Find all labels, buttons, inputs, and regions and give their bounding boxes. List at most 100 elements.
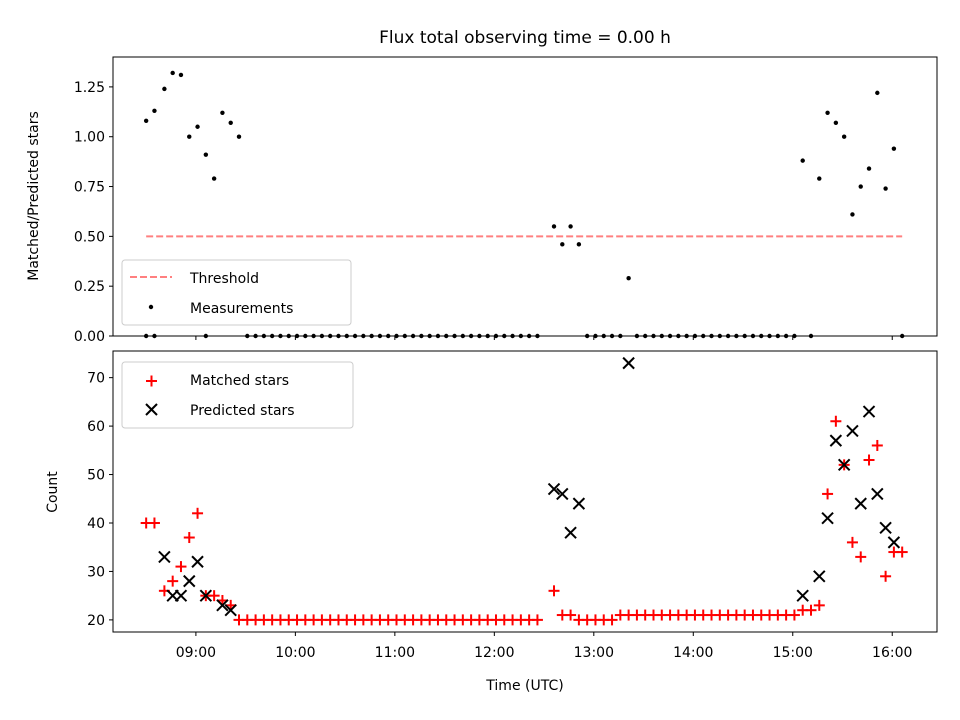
measurement-point xyxy=(236,134,242,139)
matched-legend-swatch xyxy=(146,375,157,387)
predicted-star-point xyxy=(547,482,561,496)
matched-star-point xyxy=(548,585,560,597)
matched-star-point xyxy=(565,609,577,621)
measurement-point xyxy=(152,108,157,114)
predicted-star-point xyxy=(821,511,834,525)
matched-star-point xyxy=(830,415,842,427)
matched-star-point xyxy=(880,570,892,582)
matched-star-point xyxy=(208,590,220,602)
predicted-star-point xyxy=(216,599,229,612)
top-y-tick-label: 0.25 xyxy=(74,279,105,295)
predicted-star-point xyxy=(183,574,196,588)
x-tick-label: 14:00 xyxy=(673,645,713,661)
measurement-point xyxy=(833,120,839,125)
top-y-axis-label: Matched/Predicted stars xyxy=(26,111,42,281)
predicted-star-point xyxy=(199,589,213,602)
predicted-star-point xyxy=(158,550,171,564)
predicted-star-point xyxy=(796,589,809,602)
x-tick-label: 11:00 xyxy=(375,645,415,661)
measurements-legend-label: Measurements xyxy=(190,301,293,317)
measurement-point xyxy=(866,166,872,171)
threshold-legend-label: Threshold xyxy=(189,271,259,287)
matched-star-point xyxy=(531,614,543,626)
predicted-star-point xyxy=(871,487,884,501)
predicted-star-point xyxy=(879,521,892,535)
predicted-star-point xyxy=(556,487,569,501)
x-tick-label: 16:00 xyxy=(872,645,912,661)
predicted-star-point xyxy=(174,589,188,602)
predicted-star-point xyxy=(829,434,843,447)
measurement-point xyxy=(891,146,897,151)
top-legend: Threshold Measurements xyxy=(121,259,352,326)
measurement-point xyxy=(178,72,184,78)
measurement-point xyxy=(825,110,830,116)
measurement-point xyxy=(203,152,209,157)
top-axes: 0.00 0.25 0.50 0.75 1.00 1.25 Matched/Predict… xyxy=(26,56,938,345)
bottom-legend-box xyxy=(121,361,354,429)
matched-star-point xyxy=(167,575,179,587)
predicted-star-point xyxy=(564,526,577,539)
measurement-point xyxy=(211,176,217,181)
predicted-star-point xyxy=(854,497,867,510)
measurement-point xyxy=(576,242,582,247)
x-tick-label: 15:00 xyxy=(773,645,813,661)
measurement-point xyxy=(883,186,888,191)
bottom-y-tick-label: 30 xyxy=(87,564,105,580)
matched-star-point xyxy=(855,551,867,563)
figure-title: Flux total observing time = 0.00 h xyxy=(379,28,671,48)
measurement-point xyxy=(195,124,200,129)
top-y-tick-label: 1.25 xyxy=(74,80,105,96)
bottom-y-tick-label: 50 xyxy=(87,468,105,484)
bottom-axes-frame xyxy=(112,350,938,633)
x-axis-label: Time (UTC) xyxy=(485,678,563,694)
measurements-legend-swatch xyxy=(148,304,154,310)
matched-star-point xyxy=(192,507,204,519)
bottom-y-tick-label: 20 xyxy=(87,613,105,629)
predicted-star-point xyxy=(862,405,876,418)
top-y-tick-label: 0.75 xyxy=(74,180,105,196)
matched-star-point xyxy=(606,614,618,626)
matched-star-point xyxy=(805,604,817,616)
matched-star-point xyxy=(822,488,834,500)
measurement-point xyxy=(162,86,167,92)
matched-star-point xyxy=(846,536,858,548)
measurement-point xyxy=(170,70,175,76)
x-tick-label: 10:00 xyxy=(275,645,315,661)
bottom-y-tick-label: 60 xyxy=(87,419,105,435)
predicted-star-point xyxy=(887,536,901,549)
measurement-point xyxy=(850,212,855,217)
predicted-star-point xyxy=(837,458,851,472)
bottom-axes: 20 30 40 50 60 70 09:00 10:00 11:00 12:00 13:00 14… xyxy=(45,350,938,694)
predicted-star-point xyxy=(224,603,237,617)
measurement-point xyxy=(228,120,233,125)
matched-star-point xyxy=(871,439,883,451)
top-y-tick-label: 0.50 xyxy=(74,229,105,245)
measurement-point xyxy=(817,176,822,181)
measurement-point xyxy=(841,134,847,139)
matched-star-point xyxy=(813,599,825,611)
measurement-point xyxy=(626,276,631,281)
matched-legend-label: Matched stars xyxy=(190,373,289,389)
matched-star-point xyxy=(896,546,908,558)
matched-star-point xyxy=(148,517,160,529)
matched-star-point xyxy=(863,454,875,466)
top-y-tick-label: 1.00 xyxy=(74,130,105,146)
x-tick-label: 12:00 xyxy=(474,645,514,661)
bottom-legend: Matched stars Predicted stars xyxy=(121,361,354,429)
measurement-point xyxy=(875,90,880,96)
predicted-star-point xyxy=(572,497,586,510)
top-x-axis xyxy=(195,336,893,340)
measurement-point xyxy=(800,158,805,163)
predicted-star-point xyxy=(191,555,204,568)
predicted-legend-swatch xyxy=(145,403,158,416)
bottom-x-axis: 09:00 10:00 11:00 12:00 13:00 14:00 15:00 16:00 xyxy=(176,632,912,661)
measurement-point xyxy=(858,184,863,189)
predicted-star-point xyxy=(813,570,826,583)
predicted-star-point xyxy=(622,356,635,370)
measurement-point xyxy=(568,224,573,229)
measurement-point xyxy=(560,242,565,247)
matched-star-point xyxy=(788,609,800,621)
top-axes-frame xyxy=(112,56,938,337)
